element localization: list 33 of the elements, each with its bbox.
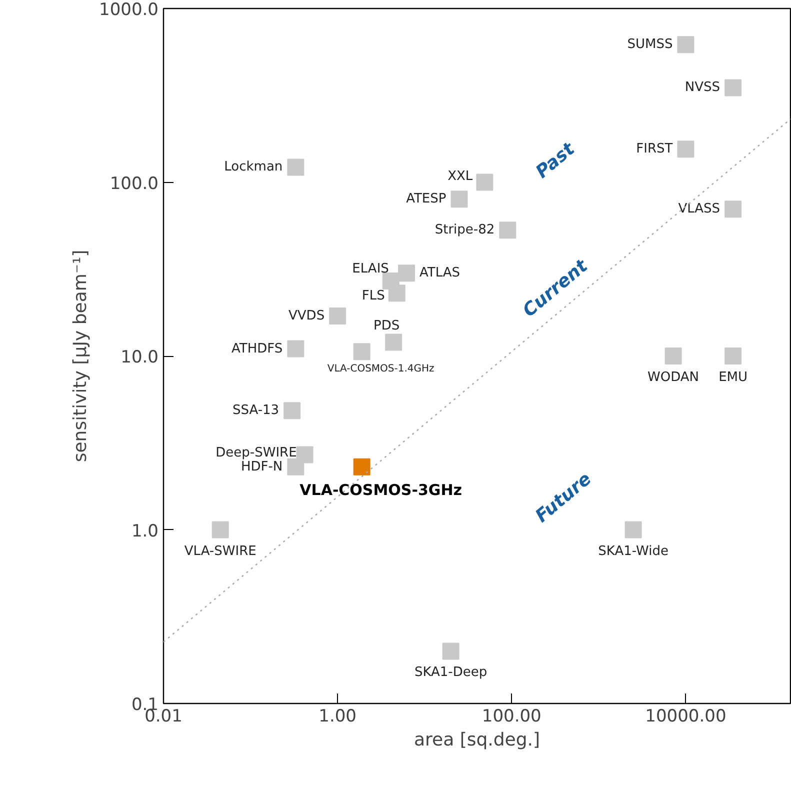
series-label: FIRST bbox=[636, 142, 673, 157]
y-tick-label: 100.0 bbox=[110, 174, 159, 194]
series-label: EMU bbox=[718, 370, 748, 385]
series-label: VLA-SWIRE bbox=[184, 544, 256, 559]
y-tick-label: 1000.0 bbox=[99, 0, 158, 20]
series-label: ATHDFS bbox=[232, 341, 283, 356]
series-label: VVDS bbox=[288, 308, 325, 324]
series-label: SSA-13 bbox=[232, 403, 280, 418]
series-label: ATESP bbox=[406, 192, 446, 207]
series-label: ATLAS bbox=[420, 266, 460, 281]
series-label: FLS bbox=[362, 288, 385, 304]
series-label: Stripe-82 bbox=[434, 222, 495, 238]
y-tick-label: 10.0 bbox=[120, 348, 159, 368]
x-axis-title: area [sq.deg.] bbox=[414, 730, 540, 750]
series-label: PDS bbox=[374, 318, 400, 334]
series-label: Deep-SWIRE bbox=[216, 445, 297, 460]
series-label: NVSS bbox=[684, 80, 720, 96]
series-label: HDF-N bbox=[240, 459, 283, 474]
series-label: VLA-COSMOS-1.4GHz bbox=[327, 364, 434, 375]
y-axis-title: sensitivity [μJy beam⁻¹] bbox=[70, 250, 92, 462]
series-label: SKA1-Deep bbox=[414, 665, 488, 680]
series-label: SUMSS bbox=[627, 37, 673, 52]
series-label: XXL bbox=[448, 168, 474, 184]
x-tick-label: 100.00 bbox=[482, 706, 542, 726]
series-label: VLA-COSMOS-3GHz bbox=[300, 480, 462, 499]
y-tick-label: 1.0 bbox=[131, 521, 159, 542]
series-label: SKA1-Wide bbox=[598, 544, 668, 559]
series-label: ELAIS bbox=[352, 262, 389, 277]
x-tick-label: 10000.00 bbox=[645, 706, 726, 726]
x-tick-label: 1.00 bbox=[318, 706, 356, 726]
series-label: WODAN bbox=[648, 370, 700, 385]
series-label: Lockman bbox=[224, 160, 283, 175]
series-label: VLASS bbox=[678, 202, 720, 217]
